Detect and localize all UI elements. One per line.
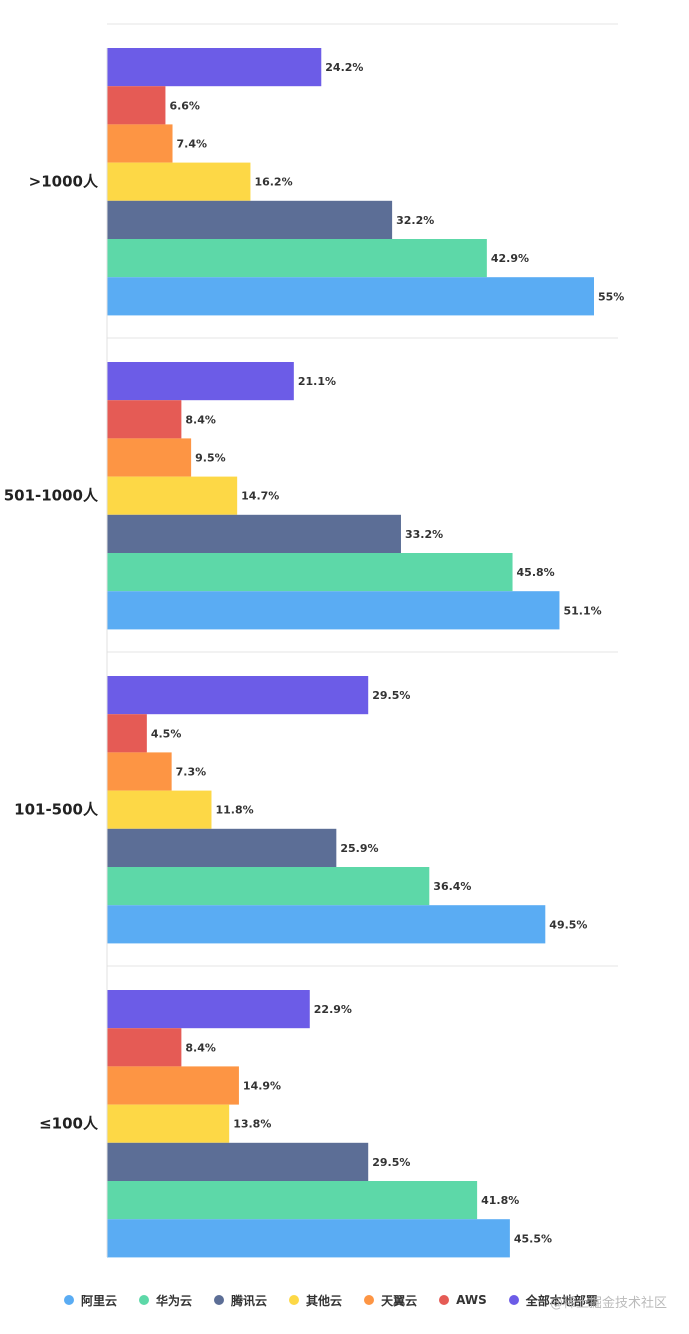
legend-item-onprem[interactable]: 全部本地部署 bbox=[508, 1292, 598, 1309]
legend-item-tencent[interactable]: 腾讯云 bbox=[214, 1292, 267, 1309]
legend-dot-aliyun-icon bbox=[64, 1295, 74, 1305]
legend-label: 其他云 bbox=[306, 1293, 343, 1308]
bar-value-label: 8.4% bbox=[185, 1041, 216, 1054]
bar-value-label: 4.5% bbox=[151, 727, 182, 740]
legend-item-aws[interactable]: AWS bbox=[439, 1293, 487, 1307]
legend-item-tianyi[interactable]: 天翼云 bbox=[364, 1292, 417, 1309]
bar-天翼云-1[interactable] bbox=[107, 438, 192, 477]
bar-value-label: 8.4% bbox=[185, 413, 216, 426]
bar-value-label: 9.5% bbox=[195, 452, 226, 465]
bar-腾讯云-0[interactable] bbox=[107, 200, 393, 239]
bar-AWS-3[interactable] bbox=[107, 1028, 182, 1067]
legend-item-huawei[interactable]: 华为云 bbox=[139, 1292, 192, 1309]
bar-value-label: 7.3% bbox=[176, 766, 207, 779]
bar-阿里云-0[interactable] bbox=[107, 277, 594, 316]
bar-value-label: 29.5% bbox=[372, 1156, 410, 1169]
bar-value-label: 22.9% bbox=[314, 1003, 352, 1016]
bar-其他云-1[interactable] bbox=[107, 476, 238, 515]
legend-dot-aws-icon bbox=[439, 1295, 450, 1305]
bar-value-label: 49.5% bbox=[549, 918, 587, 931]
bar-value-label: 45.8% bbox=[517, 566, 555, 579]
bar-value-label: 13.8% bbox=[233, 1118, 271, 1131]
bar-天翼云-0[interactable] bbox=[107, 124, 173, 163]
bar-AWS-1[interactable] bbox=[107, 400, 182, 439]
legend-dot-other-icon bbox=[289, 1295, 300, 1305]
legend-dot-tencent-icon bbox=[214, 1295, 225, 1305]
bar-华为云-3[interactable] bbox=[107, 1181, 478, 1220]
bar-全部本地部署-0[interactable] bbox=[107, 48, 322, 87]
bar-value-label: 55% bbox=[598, 290, 624, 303]
bar-全部本地部署-2[interactable] bbox=[107, 676, 369, 715]
bar-value-label: 11.8% bbox=[215, 804, 253, 817]
legend-label: 全部本地部署 bbox=[525, 1293, 598, 1308]
legend-dot-huawei-icon bbox=[139, 1295, 150, 1305]
legend-label: 腾讯云 bbox=[231, 1293, 268, 1308]
bar-其他云-3[interactable] bbox=[107, 1104, 230, 1143]
bar-天翼云-3[interactable] bbox=[107, 1066, 239, 1105]
bar-AWS-0[interactable] bbox=[107, 86, 166, 125]
bar-华为云-1[interactable] bbox=[107, 553, 513, 592]
bar-value-label: 45.5% bbox=[514, 1232, 552, 1245]
bar-阿里云-1[interactable] bbox=[107, 591, 560, 630]
watermark: @稀土掘金技术社区 bbox=[549, 1296, 667, 1311]
bar-value-label: 42.9% bbox=[491, 252, 529, 265]
legend-item-aliyun[interactable]: 阿里云 bbox=[64, 1292, 117, 1309]
category-label: 101-500人 bbox=[14, 801, 99, 819]
legend-label: 华为云 bbox=[156, 1293, 193, 1308]
bar-value-label: 7.4% bbox=[177, 138, 208, 151]
bar-其他云-2[interactable] bbox=[107, 790, 212, 829]
category-label: ≤100人 bbox=[39, 1115, 99, 1133]
bar-value-label: 14.9% bbox=[243, 1080, 281, 1093]
bar-腾讯云-2[interactable] bbox=[107, 828, 337, 867]
bar-AWS-2[interactable] bbox=[107, 714, 147, 753]
bar-全部本地部署-1[interactable] bbox=[107, 362, 294, 401]
legend-label: AWS bbox=[456, 1293, 487, 1307]
bar-腾讯云-1[interactable] bbox=[107, 514, 401, 553]
category-label: 501-1000人 bbox=[4, 487, 99, 505]
bar-value-label: 21.1% bbox=[298, 375, 336, 388]
legend-dot-tianyi-icon bbox=[364, 1295, 375, 1305]
bar-腾讯云-3[interactable] bbox=[107, 1142, 369, 1181]
legend-label: 天翼云 bbox=[381, 1293, 418, 1308]
category-label: >1000人 bbox=[29, 173, 99, 191]
legend-label: 阿里云 bbox=[81, 1293, 118, 1308]
bar-value-label: 36.4% bbox=[433, 880, 471, 893]
bar-value-label: 24.2% bbox=[325, 61, 363, 74]
bar-value-label: 16.2% bbox=[254, 176, 292, 189]
bar-value-label: 32.2% bbox=[396, 214, 434, 227]
bar-华为云-2[interactable] bbox=[107, 867, 430, 906]
bar-阿里云-3[interactable] bbox=[107, 1219, 510, 1258]
bar-value-label: 33.2% bbox=[405, 528, 443, 541]
bar-value-label: 29.5% bbox=[372, 689, 410, 702]
bar-value-label: 25.9% bbox=[340, 842, 378, 855]
bar-value-label: 6.6% bbox=[169, 99, 200, 112]
bar-天翼云-2[interactable] bbox=[107, 752, 172, 791]
bar-其他云-0[interactable] bbox=[107, 162, 251, 201]
bar-阿里云-2[interactable] bbox=[107, 905, 546, 944]
legend-dot-onprem-icon bbox=[508, 1295, 519, 1305]
legend-item-other[interactable]: 其他云 bbox=[289, 1292, 342, 1309]
bar-全部本地部署-3[interactable] bbox=[107, 990, 310, 1029]
bar-value-label: 41.8% bbox=[481, 1194, 519, 1207]
bar-value-label: 14.7% bbox=[241, 490, 279, 503]
bar-value-label: 51.1% bbox=[563, 604, 601, 617]
bar-华为云-0[interactable] bbox=[107, 239, 487, 278]
chart-legend: 阿里云 华为云 腾讯云 其他云 天翼云 AWS 全部本地部署 bbox=[64, 1290, 598, 1310]
